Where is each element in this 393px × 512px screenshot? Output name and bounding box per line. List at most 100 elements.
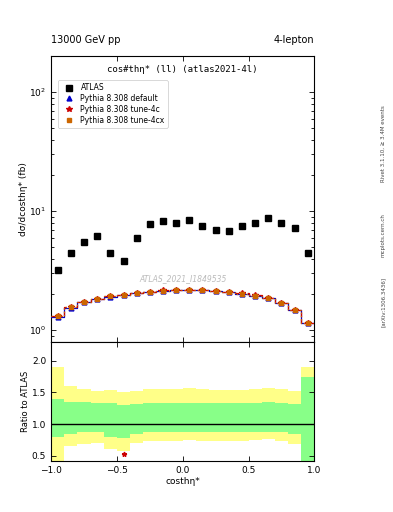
Pythia 8.308 default <box>279 300 284 306</box>
Bar <box>117 393 130 451</box>
Pythia 8.308 tune-4c <box>200 287 205 293</box>
Bar <box>91 391 104 443</box>
Bar <box>209 402 222 432</box>
Pythia 8.308 tune-4c <box>213 288 218 294</box>
Pythia 8.308 default <box>187 287 192 293</box>
Pythia 8.308 tune-4cx <box>279 300 284 306</box>
Bar <box>262 388 275 439</box>
Pythia 8.308 tune-4cx <box>266 295 271 302</box>
Text: 4-lepton: 4-lepton <box>274 35 314 45</box>
Bar <box>91 403 104 432</box>
Pythia 8.308 tune-4c <box>55 313 60 319</box>
Text: cos#thη* (ll) (atlas2021-4l): cos#thη* (ll) (atlas2021-4l) <box>108 65 258 74</box>
ATLAS <box>95 233 99 239</box>
Text: ATLAS_2021_I1849535: ATLAS_2021_I1849535 <box>139 274 226 284</box>
Bar <box>130 404 143 434</box>
X-axis label: costhη*: costhη* <box>165 477 200 486</box>
Bar <box>170 402 183 432</box>
Bar <box>196 402 209 432</box>
Pythia 8.308 default <box>108 293 113 300</box>
Pythia 8.308 default <box>147 289 152 295</box>
ATLAS <box>200 223 205 229</box>
Pythia 8.308 tune-4cx <box>82 299 86 305</box>
ATLAS <box>292 225 297 231</box>
Bar <box>170 389 183 440</box>
Pythia 8.308 tune-4cx <box>121 292 126 298</box>
Bar <box>51 399 64 437</box>
ATLAS <box>174 220 178 226</box>
Bar <box>77 402 91 432</box>
Pythia 8.308 tune-4cx <box>174 287 178 293</box>
Bar <box>104 390 117 450</box>
ATLAS <box>305 249 310 255</box>
Pythia 8.308 tune-4c <box>305 319 310 326</box>
ATLAS <box>134 234 139 241</box>
Bar <box>301 377 314 461</box>
ATLAS <box>161 219 165 225</box>
Bar <box>156 402 170 432</box>
Y-axis label: Ratio to ATLAS: Ratio to ATLAS <box>22 371 31 432</box>
Pythia 8.308 tune-4c <box>226 289 231 295</box>
Pythia 8.308 default <box>226 289 231 295</box>
Pythia 8.308 default <box>305 320 310 326</box>
Bar <box>262 402 275 432</box>
Bar <box>64 402 77 434</box>
Pythia 8.308 tune-4c <box>95 296 99 302</box>
Text: Rivet 3.1.10, ≥ 3.4M events: Rivet 3.1.10, ≥ 3.4M events <box>381 105 386 182</box>
Pythia 8.308 default <box>292 307 297 313</box>
Bar <box>117 405 130 438</box>
Pythia 8.308 tune-4c <box>121 292 126 298</box>
Bar <box>288 391 301 444</box>
Bar <box>235 390 249 440</box>
Pythia 8.308 tune-4cx <box>161 288 165 294</box>
Bar <box>288 404 301 434</box>
Bar <box>235 402 249 432</box>
Bar <box>77 389 91 444</box>
Pythia 8.308 tune-4cx <box>240 291 244 297</box>
Bar <box>196 389 209 440</box>
Pythia 8.308 default <box>213 288 218 294</box>
ATLAS <box>55 267 60 273</box>
Pythia 8.308 tune-4c <box>292 307 297 313</box>
Y-axis label: dσ/dcosthη* (fb): dσ/dcosthη* (fb) <box>19 162 28 236</box>
Bar <box>249 389 262 440</box>
Bar <box>249 402 262 432</box>
Bar <box>104 403 117 437</box>
Pythia 8.308 tune-4cx <box>187 287 192 293</box>
Bar <box>222 390 235 441</box>
Bar <box>51 367 64 461</box>
Line: ATLAS: ATLAS <box>55 215 311 273</box>
Pythia 8.308 default <box>134 290 139 296</box>
Bar <box>143 402 156 432</box>
Pythia 8.308 tune-4cx <box>68 304 73 310</box>
Pythia 8.308 tune-4cx <box>200 287 205 293</box>
Line: Pythia 8.308 default: Pythia 8.308 default <box>55 288 310 326</box>
Bar <box>209 390 222 441</box>
Pythia 8.308 tune-4cx <box>213 288 218 294</box>
ATLAS <box>82 239 86 245</box>
Pythia 8.308 tune-4cx <box>292 307 297 313</box>
Pythia 8.308 default <box>266 295 271 302</box>
Pythia 8.308 default <box>200 287 205 293</box>
Pythia 8.308 default <box>68 305 73 311</box>
Line: Pythia 8.308 tune-4c: Pythia 8.308 tune-4c <box>55 287 310 326</box>
Bar <box>130 391 143 443</box>
ATLAS <box>68 249 73 255</box>
ATLAS <box>108 249 113 255</box>
Pythia 8.308 default <box>121 292 126 298</box>
Pythia 8.308 default <box>240 291 244 297</box>
ATLAS <box>279 220 284 226</box>
ATLAS <box>147 221 152 227</box>
Pythia 8.308 tune-4c <box>240 290 244 296</box>
Bar <box>64 386 77 446</box>
Pythia 8.308 tune-4c <box>108 293 113 299</box>
ATLAS <box>266 215 271 221</box>
ATLAS <box>253 220 257 226</box>
Bar <box>183 388 196 440</box>
Bar <box>275 402 288 432</box>
ATLAS <box>226 228 231 234</box>
Pythia 8.308 tune-4cx <box>147 289 152 295</box>
Text: 13000 GeV pp: 13000 GeV pp <box>51 35 121 45</box>
Pythia 8.308 tune-4c <box>134 290 139 296</box>
ATLAS <box>213 227 218 233</box>
